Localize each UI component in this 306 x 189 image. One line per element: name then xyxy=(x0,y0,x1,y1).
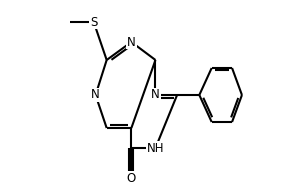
Text: N: N xyxy=(151,88,160,101)
Text: NH: NH xyxy=(147,142,164,154)
Text: S: S xyxy=(90,15,97,29)
Text: N: N xyxy=(91,88,100,101)
Text: O: O xyxy=(127,171,136,184)
Text: N: N xyxy=(127,36,136,49)
